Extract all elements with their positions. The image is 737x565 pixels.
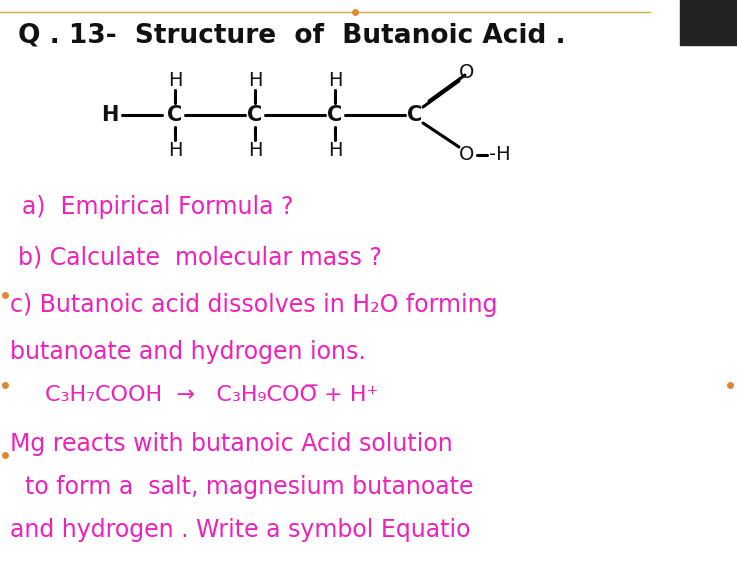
Text: H: H [248,141,262,159]
Text: a)  Empirical Formula ?: a) Empirical Formula ? [22,195,293,219]
Text: C: C [248,105,262,125]
Text: H: H [101,105,119,125]
Text: C: C [408,105,422,125]
Text: C: C [167,105,183,125]
Text: Mg reacts with butanoic Acid solution: Mg reacts with butanoic Acid solution [10,432,453,456]
Text: Q . 13-  Structure  of  Butanoic Acid .: Q . 13- Structure of Butanoic Acid . [18,22,565,48]
Text: O: O [459,63,475,82]
FancyBboxPatch shape [680,0,737,45]
Text: H: H [248,71,262,89]
Text: O: O [459,146,475,164]
Text: H: H [168,141,182,159]
Text: H: H [328,141,342,159]
Text: C₃H₇COOH  →   C₃H₉COO̅ + H⁺: C₃H₇COOH → C₃H₉COO̅ + H⁺ [45,385,378,405]
Text: H: H [168,71,182,89]
Text: b) Calculate  molecular mass ?: b) Calculate molecular mass ? [18,245,382,269]
Text: butanoate and hydrogen ions.: butanoate and hydrogen ions. [10,340,366,364]
Text: H: H [328,71,342,89]
Text: c) Butanoic acid dissolves in H₂O forming: c) Butanoic acid dissolves in H₂O formin… [10,293,497,317]
Text: C: C [327,105,343,125]
Text: -H: -H [489,146,511,164]
Text: and hydrogen . Write a symbol Equatio: and hydrogen . Write a symbol Equatio [10,518,470,542]
Text: to form a  salt, magnesium butanoate: to form a salt, magnesium butanoate [10,475,473,499]
